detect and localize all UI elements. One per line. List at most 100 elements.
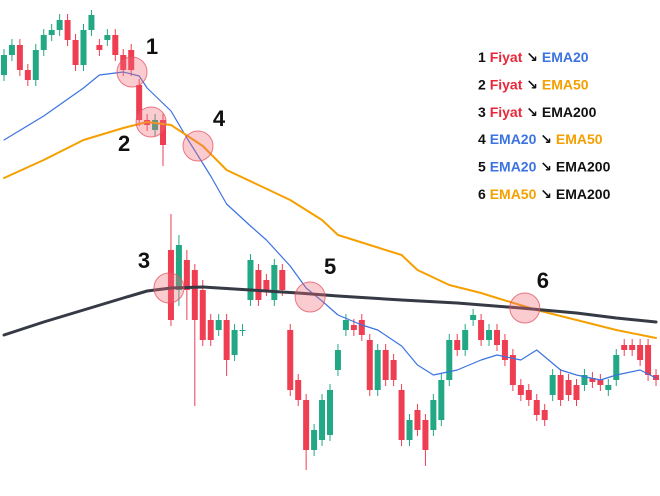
- candle-body: [311, 430, 318, 450]
- candle-body: [223, 320, 230, 360]
- legend-from: EMA20: [490, 158, 537, 174]
- candle-body: [350, 325, 357, 330]
- candles: [0, 10, 660, 470]
- candle-body: [160, 120, 167, 145]
- candle-body: [279, 270, 286, 290]
- candle-body: [199, 290, 206, 340]
- candle-body: [104, 35, 111, 40]
- candle-body: [525, 390, 532, 400]
- line-ema200: [2, 285, 658, 337]
- candle-body: [295, 380, 302, 400]
- candle-body: [374, 350, 381, 390]
- legend-from: Fiyat: [490, 76, 523, 92]
- candle-body: [120, 55, 127, 70]
- legend-number: 5: [478, 158, 486, 174]
- candle-body: [533, 400, 540, 415]
- legend-arrow: ↘: [540, 158, 552, 174]
- legend-entry: 4 EMA20 ↘ EMA50: [478, 131, 603, 147]
- line-ema20: [3, 71, 657, 381]
- candle-body: [334, 350, 341, 370]
- candle-body: [629, 345, 636, 350]
- candle-body: [231, 330, 238, 355]
- candle-body: [80, 30, 87, 65]
- crossover-marker: [135, 106, 167, 138]
- candle-body: [430, 400, 437, 430]
- candle-body: [557, 375, 564, 400]
- candle-body: [454, 340, 461, 350]
- legend-to: EMA200: [556, 158, 611, 174]
- candle-body: [271, 265, 278, 300]
- candle-body: [613, 355, 620, 380]
- candle-body: [239, 330, 246, 331]
- candle-body: [509, 355, 516, 385]
- candle-body: [549, 375, 556, 395]
- candle-body: [501, 340, 508, 360]
- candle-body: [56, 20, 63, 30]
- candle-body: [96, 45, 103, 50]
- candle-body: [32, 50, 39, 80]
- legend-entry: 5 EMA20 ↘ EMA200: [478, 158, 611, 174]
- candle-body: [486, 330, 493, 340]
- marker-label: 1: [146, 34, 158, 59]
- candle-body: [366, 340, 373, 390]
- candle-body: [517, 385, 524, 395]
- candle-body: [390, 360, 397, 380]
- candle-body: [541, 410, 548, 420]
- candle-body: [645, 345, 652, 375]
- candle-body: [462, 330, 469, 350]
- candle-body: [112, 35, 119, 55]
- candle-body: [470, 315, 477, 320]
- legend-entry: 2 Fiyat ↘ EMA50: [478, 76, 589, 92]
- candle-body: [16, 45, 23, 70]
- legend-to: EMA50: [542, 76, 589, 92]
- marker-label: 5: [324, 254, 336, 279]
- candle-body: [247, 260, 254, 300]
- candle-body: [493, 330, 500, 345]
- legend-entry: 3 Fiyat ↘ EMA200: [478, 104, 597, 120]
- legend-to: EMA200: [556, 186, 611, 202]
- candle-body: [478, 320, 485, 340]
- candle-body: [422, 420, 429, 450]
- legend-number: 3: [478, 104, 486, 120]
- candle-body: [191, 270, 198, 320]
- candle-body: [64, 20, 71, 40]
- legend: 1 Fiyat ↘ EMA20 2 Fiyat ↘ EMA50 3 Fiyat ↘ …: [478, 49, 611, 202]
- crossover-marker: [153, 272, 185, 304]
- legend-number: 2: [478, 76, 486, 92]
- legend-from: Fiyat: [490, 49, 523, 65]
- marker-label: 6: [537, 268, 549, 293]
- legend-number: 1: [478, 49, 486, 65]
- candle-body: [398, 390, 405, 440]
- legend-entry: 1 Fiyat ↘ EMA20: [478, 49, 589, 65]
- candle-body: [605, 385, 612, 390]
- marker-label: 2: [118, 131, 130, 156]
- crossover-marker: [116, 56, 148, 88]
- candle-body: [88, 15, 95, 30]
- candle-body: [637, 345, 644, 360]
- legend-from: Fiyat: [490, 104, 523, 120]
- candle-body: [438, 380, 445, 420]
- candle-body: [24, 70, 31, 80]
- candle-body: [319, 400, 326, 440]
- legend-arrow: ↘: [526, 104, 538, 120]
- candle-body: [167, 250, 174, 320]
- legend-to: EMA50: [556, 131, 603, 147]
- candle-body: [40, 35, 47, 50]
- candle-body: [128, 50, 135, 70]
- candle-body: [48, 30, 55, 35]
- candle-body: [0, 55, 7, 75]
- candle-body: [382, 350, 389, 380]
- candle-body: [287, 330, 294, 390]
- candle-body: [327, 390, 333, 435]
- candle-body: [175, 245, 182, 290]
- legend-arrow: ↘: [526, 49, 538, 65]
- candle-body: [414, 410, 421, 430]
- candle-body: [342, 320, 349, 330]
- legend-arrow: ↘: [540, 186, 552, 202]
- candle-body: [215, 320, 222, 330]
- legend-number: 4: [478, 131, 486, 147]
- candle-body: [406, 420, 413, 440]
- candle-body: [8, 45, 15, 55]
- candle-body: [303, 400, 310, 450]
